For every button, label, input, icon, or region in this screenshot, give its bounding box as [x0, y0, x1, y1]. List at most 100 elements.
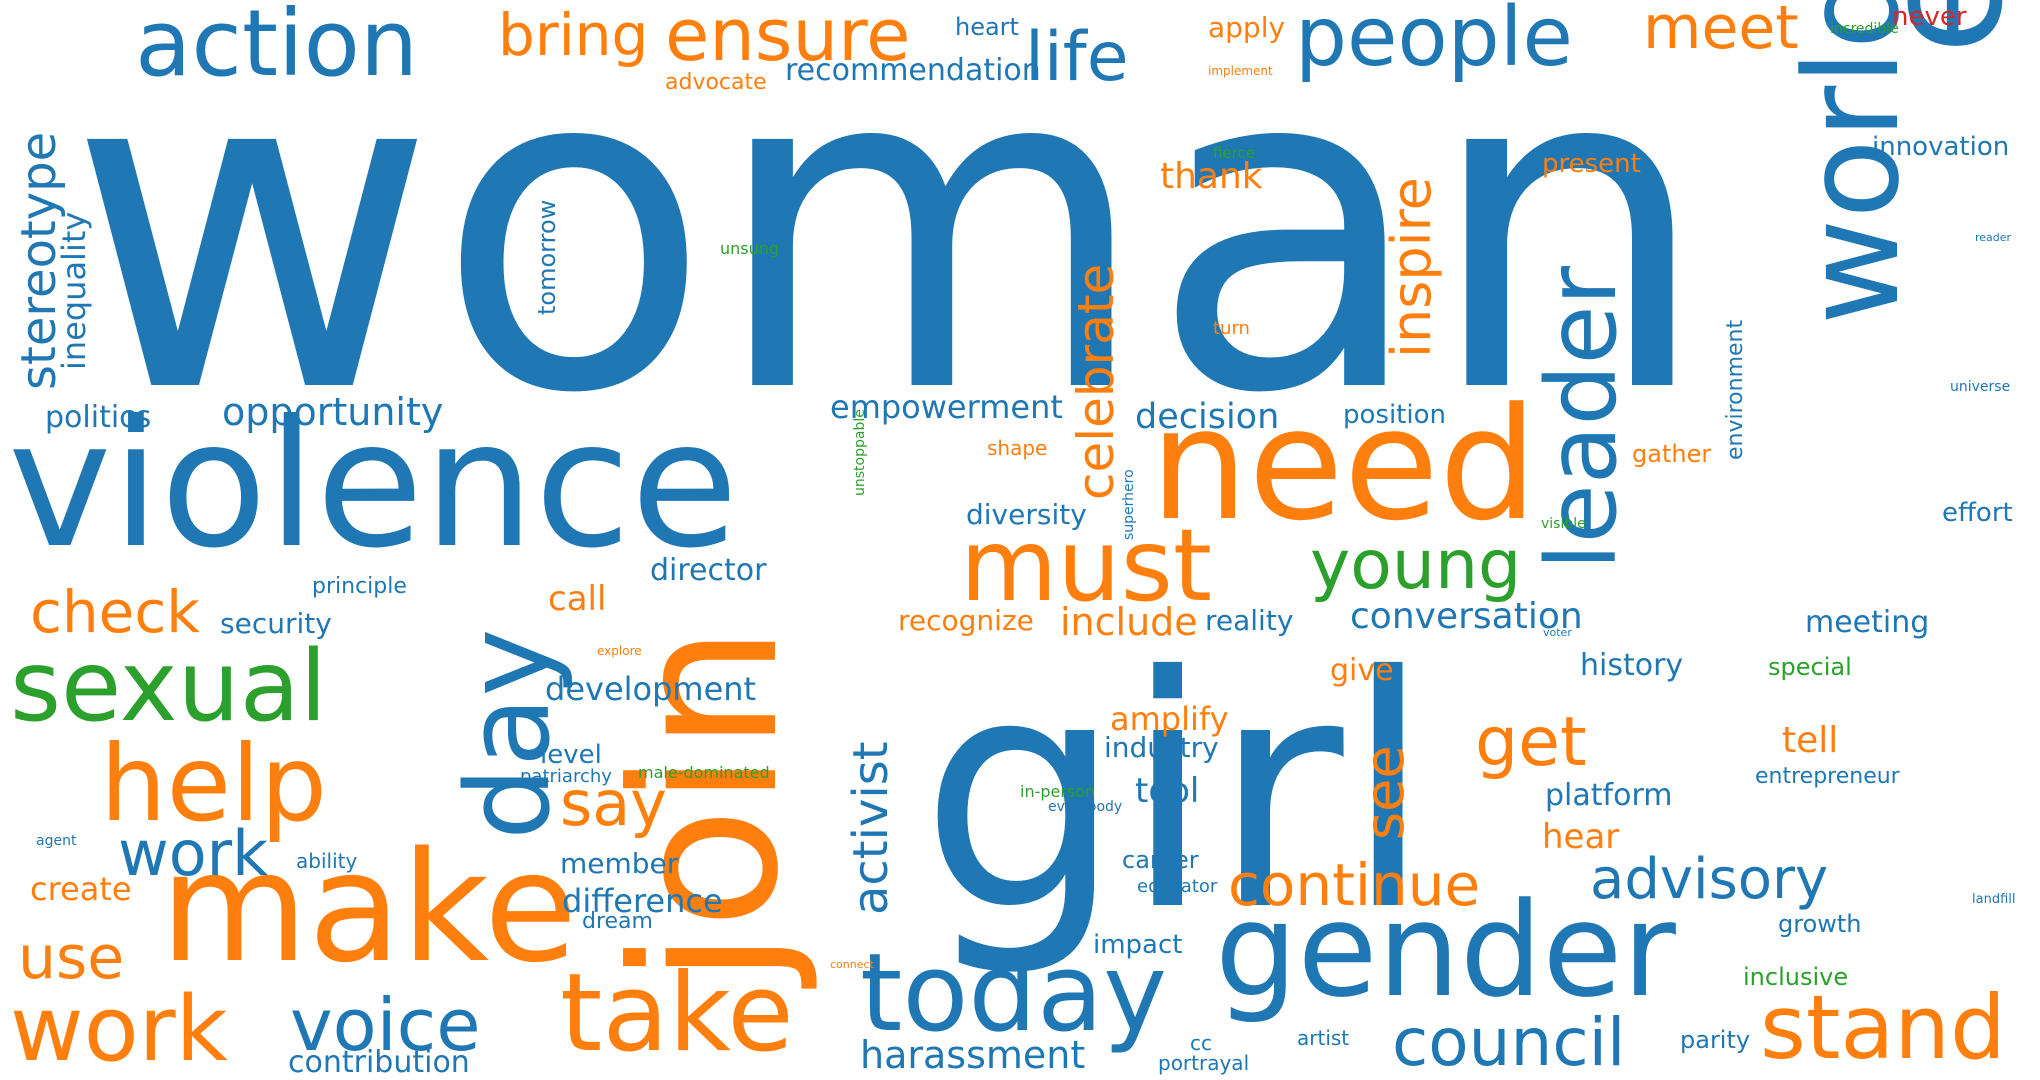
word-never: never — [1892, 2, 1967, 32]
word-unstoppable: unstoppable — [852, 409, 868, 496]
word-inequality: inequality — [55, 212, 93, 370]
word-cc: cc — [1190, 1031, 1212, 1055]
word-artist: artist — [1297, 1026, 1349, 1050]
word-check: check — [30, 578, 200, 646]
word-meeting: meeting — [1805, 605, 1929, 640]
word-take: take — [560, 951, 794, 1076]
word-recommendation: recommendation — [785, 53, 1041, 88]
word-voter: voter — [1543, 626, 1572, 639]
word-ensure: ensure — [665, 0, 910, 77]
word-opportunity: opportunity — [222, 390, 443, 434]
word-landfill: landfill — [1972, 892, 2015, 907]
word-decision: decision — [1135, 397, 1279, 437]
word-inclusive: inclusive — [1743, 963, 1848, 991]
word-harassment: harassment — [860, 1033, 1085, 1077]
word-patriarchy: patriarchy — [520, 766, 612, 787]
word-continue: continue — [1228, 851, 1480, 919]
word-member: member — [560, 847, 679, 880]
word-advocate: advocate — [665, 70, 767, 95]
word-give: give — [1330, 653, 1394, 688]
word-dream: dream — [582, 909, 653, 934]
word-implement: implement — [1208, 64, 1273, 78]
word-growth: growth — [1778, 910, 1862, 938]
word-join: join — [590, 625, 823, 989]
word-inspire: inspire — [1380, 177, 1443, 358]
word-sexual: sexual — [10, 630, 327, 744]
word-call: call — [548, 579, 606, 619]
word-superhero: superhero — [1121, 469, 1137, 540]
word-activist: activist — [843, 741, 899, 915]
word-gender: gender — [1215, 874, 1676, 1026]
word-visible: visible — [1541, 516, 1586, 532]
word-get: get — [1475, 703, 1587, 782]
word-meet: meet — [1643, 0, 1799, 63]
word-bring: bring — [498, 1, 648, 69]
word-stand: stand — [1760, 976, 2006, 1079]
word-conversation: conversation — [1350, 596, 1583, 637]
word-universe: universe — [1950, 379, 2010, 395]
word-girl: girl — [920, 609, 1433, 981]
word-leader: leader — [1526, 265, 1638, 570]
word-contribution: contribution — [288, 1045, 470, 1080]
word-hear: hear — [1542, 817, 1619, 857]
word-voice: voice — [290, 983, 481, 1067]
word-stereotype: stereotype — [11, 132, 67, 390]
word-everybody: everybody — [1048, 799, 1122, 815]
word-reality: reality — [1205, 604, 1293, 637]
word-work: work — [118, 817, 268, 890]
word-council: council — [1392, 1004, 1625, 1080]
word-present: present — [1542, 149, 1641, 179]
word-action: action — [135, 0, 418, 97]
word-entrepreneur: entrepreneur — [1755, 764, 1901, 789]
word-career: career — [1122, 846, 1199, 874]
word-connect: connect — [830, 958, 875, 971]
word-difference: difference — [562, 882, 723, 920]
word-history: history — [1580, 648, 1683, 683]
word-need: need — [1150, 374, 1537, 555]
word-industry: industry — [1104, 731, 1219, 764]
word-tell: tell — [1782, 720, 1838, 761]
word-young: young — [1310, 526, 1521, 605]
word-world: world — [1776, 0, 1928, 325]
word-explore: explore — [597, 644, 642, 658]
word-day: day — [442, 628, 576, 840]
word-innovation: innovation — [1872, 132, 2009, 162]
word-tool: tool — [1135, 771, 1199, 811]
word-platform: platform — [1545, 778, 1672, 813]
word-violence: violence — [8, 384, 738, 587]
word-fierce: fierce — [1213, 144, 1255, 162]
word-woman: woman — [68, 0, 1711, 492]
word-help: help — [100, 723, 327, 845]
word-effort: effort — [1942, 498, 2013, 528]
word-reader: reader — [1975, 231, 2012, 244]
word-make: make — [160, 819, 577, 996]
word-create: create — [30, 870, 132, 908]
word-in-person: in-person — [1020, 782, 1095, 801]
word-portrayal: portrayal — [1158, 1051, 1249, 1075]
word-politics: politics — [45, 400, 151, 435]
word-tomorrow: tomorrow — [533, 200, 561, 315]
word-principle: principle — [312, 574, 407, 599]
word-equality: equality — [1847, 0, 2039, 55]
word-security: security — [220, 607, 332, 640]
word-impact: impact — [1093, 930, 1182, 960]
word-thank: thank — [1160, 156, 1263, 197]
word-advisory: advisory — [1590, 847, 1828, 912]
word-celebrate: celebrate — [1067, 264, 1125, 500]
word-turn: turn — [1213, 318, 1250, 339]
word-position: position — [1343, 400, 1446, 430]
word-include: include — [1060, 600, 1198, 644]
word-empowerment: empowerment — [830, 388, 1063, 426]
word-agent: agent — [36, 833, 77, 849]
word-educator: educator — [1137, 876, 1218, 897]
word-recognize: recognize — [898, 604, 1034, 637]
word-amplify: amplify — [1110, 700, 1229, 738]
word-director: director — [650, 553, 767, 588]
word-special: special — [1768, 653, 1852, 681]
word-see: see — [1353, 745, 1416, 840]
word-use: use — [18, 923, 124, 993]
word-gather: gather — [1632, 440, 1711, 468]
word-must: must — [960, 507, 1212, 624]
word-people: people — [1295, 0, 1573, 85]
